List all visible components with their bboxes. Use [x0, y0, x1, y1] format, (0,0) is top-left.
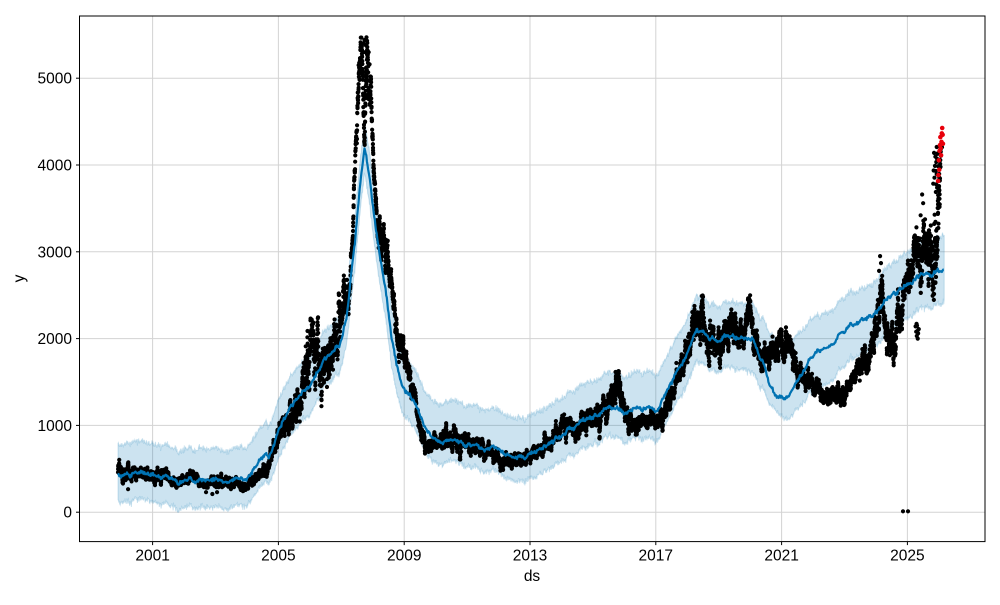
svg-text:2025: 2025 — [890, 548, 924, 565]
svg-text:y: y — [11, 274, 28, 282]
svg-text:2000: 2000 — [38, 331, 73, 348]
svg-text:2009: 2009 — [387, 548, 421, 565]
svg-text:2017: 2017 — [639, 548, 673, 565]
svg-text:4000: 4000 — [38, 158, 73, 175]
svg-text:5000: 5000 — [38, 71, 73, 88]
svg-text:0: 0 — [63, 505, 72, 522]
svg-text:2001: 2001 — [135, 548, 169, 565]
svg-text:2005: 2005 — [261, 548, 295, 565]
svg-text:ds: ds — [524, 568, 541, 585]
svg-text:2013: 2013 — [513, 548, 547, 565]
svg-text:1000: 1000 — [38, 418, 73, 435]
svg-text:2021: 2021 — [764, 548, 798, 565]
svg-text:3000: 3000 — [38, 244, 73, 261]
